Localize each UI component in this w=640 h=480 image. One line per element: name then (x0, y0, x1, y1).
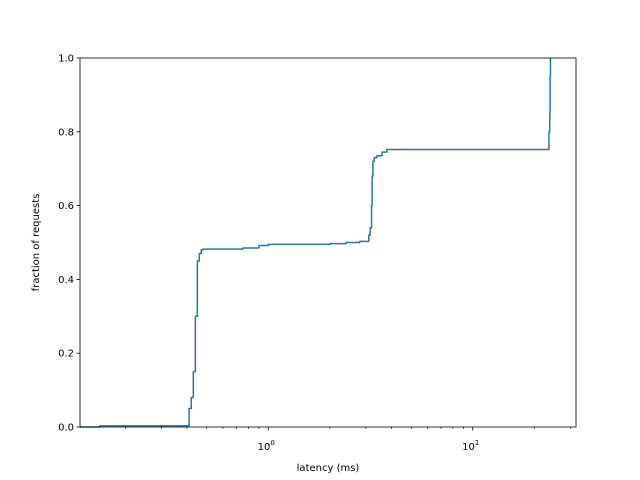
x-axis-label: latency (ms) (297, 463, 360, 474)
y-tick-label: 0.6 (58, 201, 74, 212)
cdf-series-line (80, 58, 552, 428)
plot-frame (79, 57, 577, 428)
x-tick-base: 10 (462, 442, 475, 453)
y-tick-label: 1.0 (58, 54, 74, 65)
x-tick-base: 10 (258, 442, 271, 453)
x-tick-label: 101 (462, 439, 479, 453)
x-tick-label: 100 (258, 439, 275, 453)
y-tick-label: 0.4 (58, 275, 74, 286)
x-tick-exponent: 0 (270, 439, 274, 447)
y-tick-label: 0.0 (58, 423, 74, 434)
y-tick-label: 0.2 (58, 349, 74, 360)
y-axis-label: fraction of requests (31, 194, 42, 292)
plot-area (80, 58, 576, 427)
y-tick-label: 0.8 (58, 127, 74, 138)
y-axis-ticks: 0.0 0.2 0.4 0.6 0.8 1.0 (58, 54, 80, 434)
x-tick-exponent: 1 (475, 439, 479, 447)
x-axis-ticks: 100 101 (258, 427, 479, 453)
series-layer (80, 58, 552, 428)
